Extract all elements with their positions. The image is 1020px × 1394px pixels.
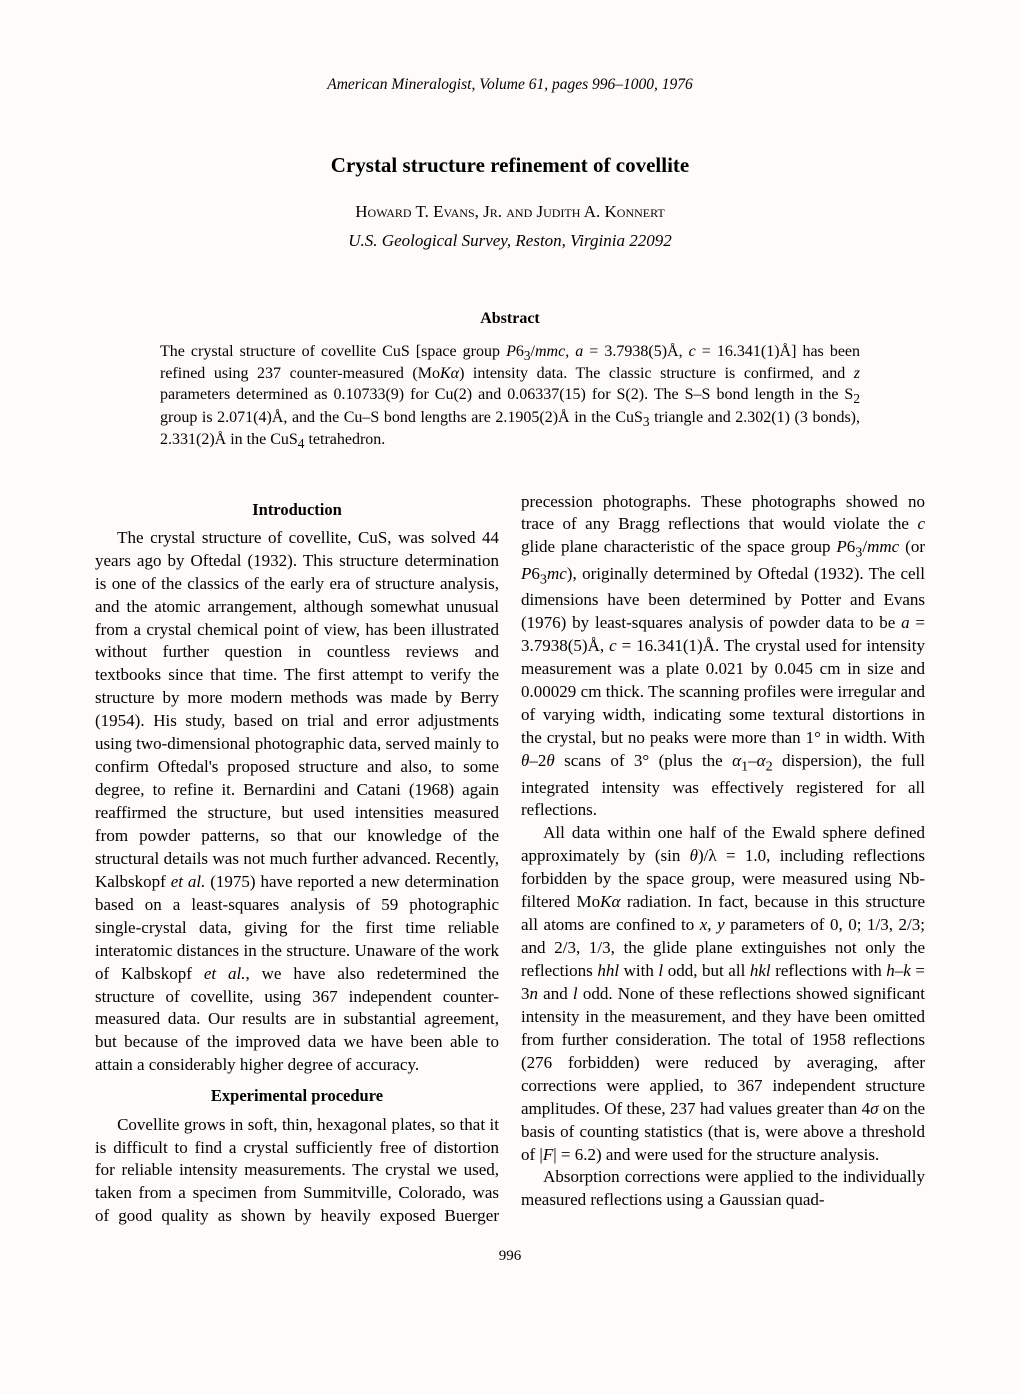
section-heading-experimental: Experimental procedure (95, 1085, 499, 1107)
paragraph: The crystal structure of covellite, CuS,… (95, 527, 499, 1078)
paper-title: Crystal structure refinement of covellit… (95, 151, 925, 179)
paragraph: All data within one half of the Ewald sp… (521, 822, 925, 1166)
running-head: American Mineralogist, Volume 61, pages … (95, 75, 925, 96)
page-number: 996 (95, 1246, 925, 1266)
body-columns: Introduction The crystal structure of co… (95, 491, 925, 1229)
abstract-heading: Abstract (95, 308, 925, 330)
authors: Howard T. Evans, Jr. and Judith A. Konne… (95, 201, 925, 224)
paragraph: Absorption corrections were applied to t… (521, 1166, 925, 1212)
abstract-body: The crystal structure of covellite CuS [… (160, 342, 860, 453)
section-heading-introduction: Introduction (95, 499, 499, 521)
affiliation: U.S. Geological Survey, Reston, Virginia… (95, 230, 925, 253)
